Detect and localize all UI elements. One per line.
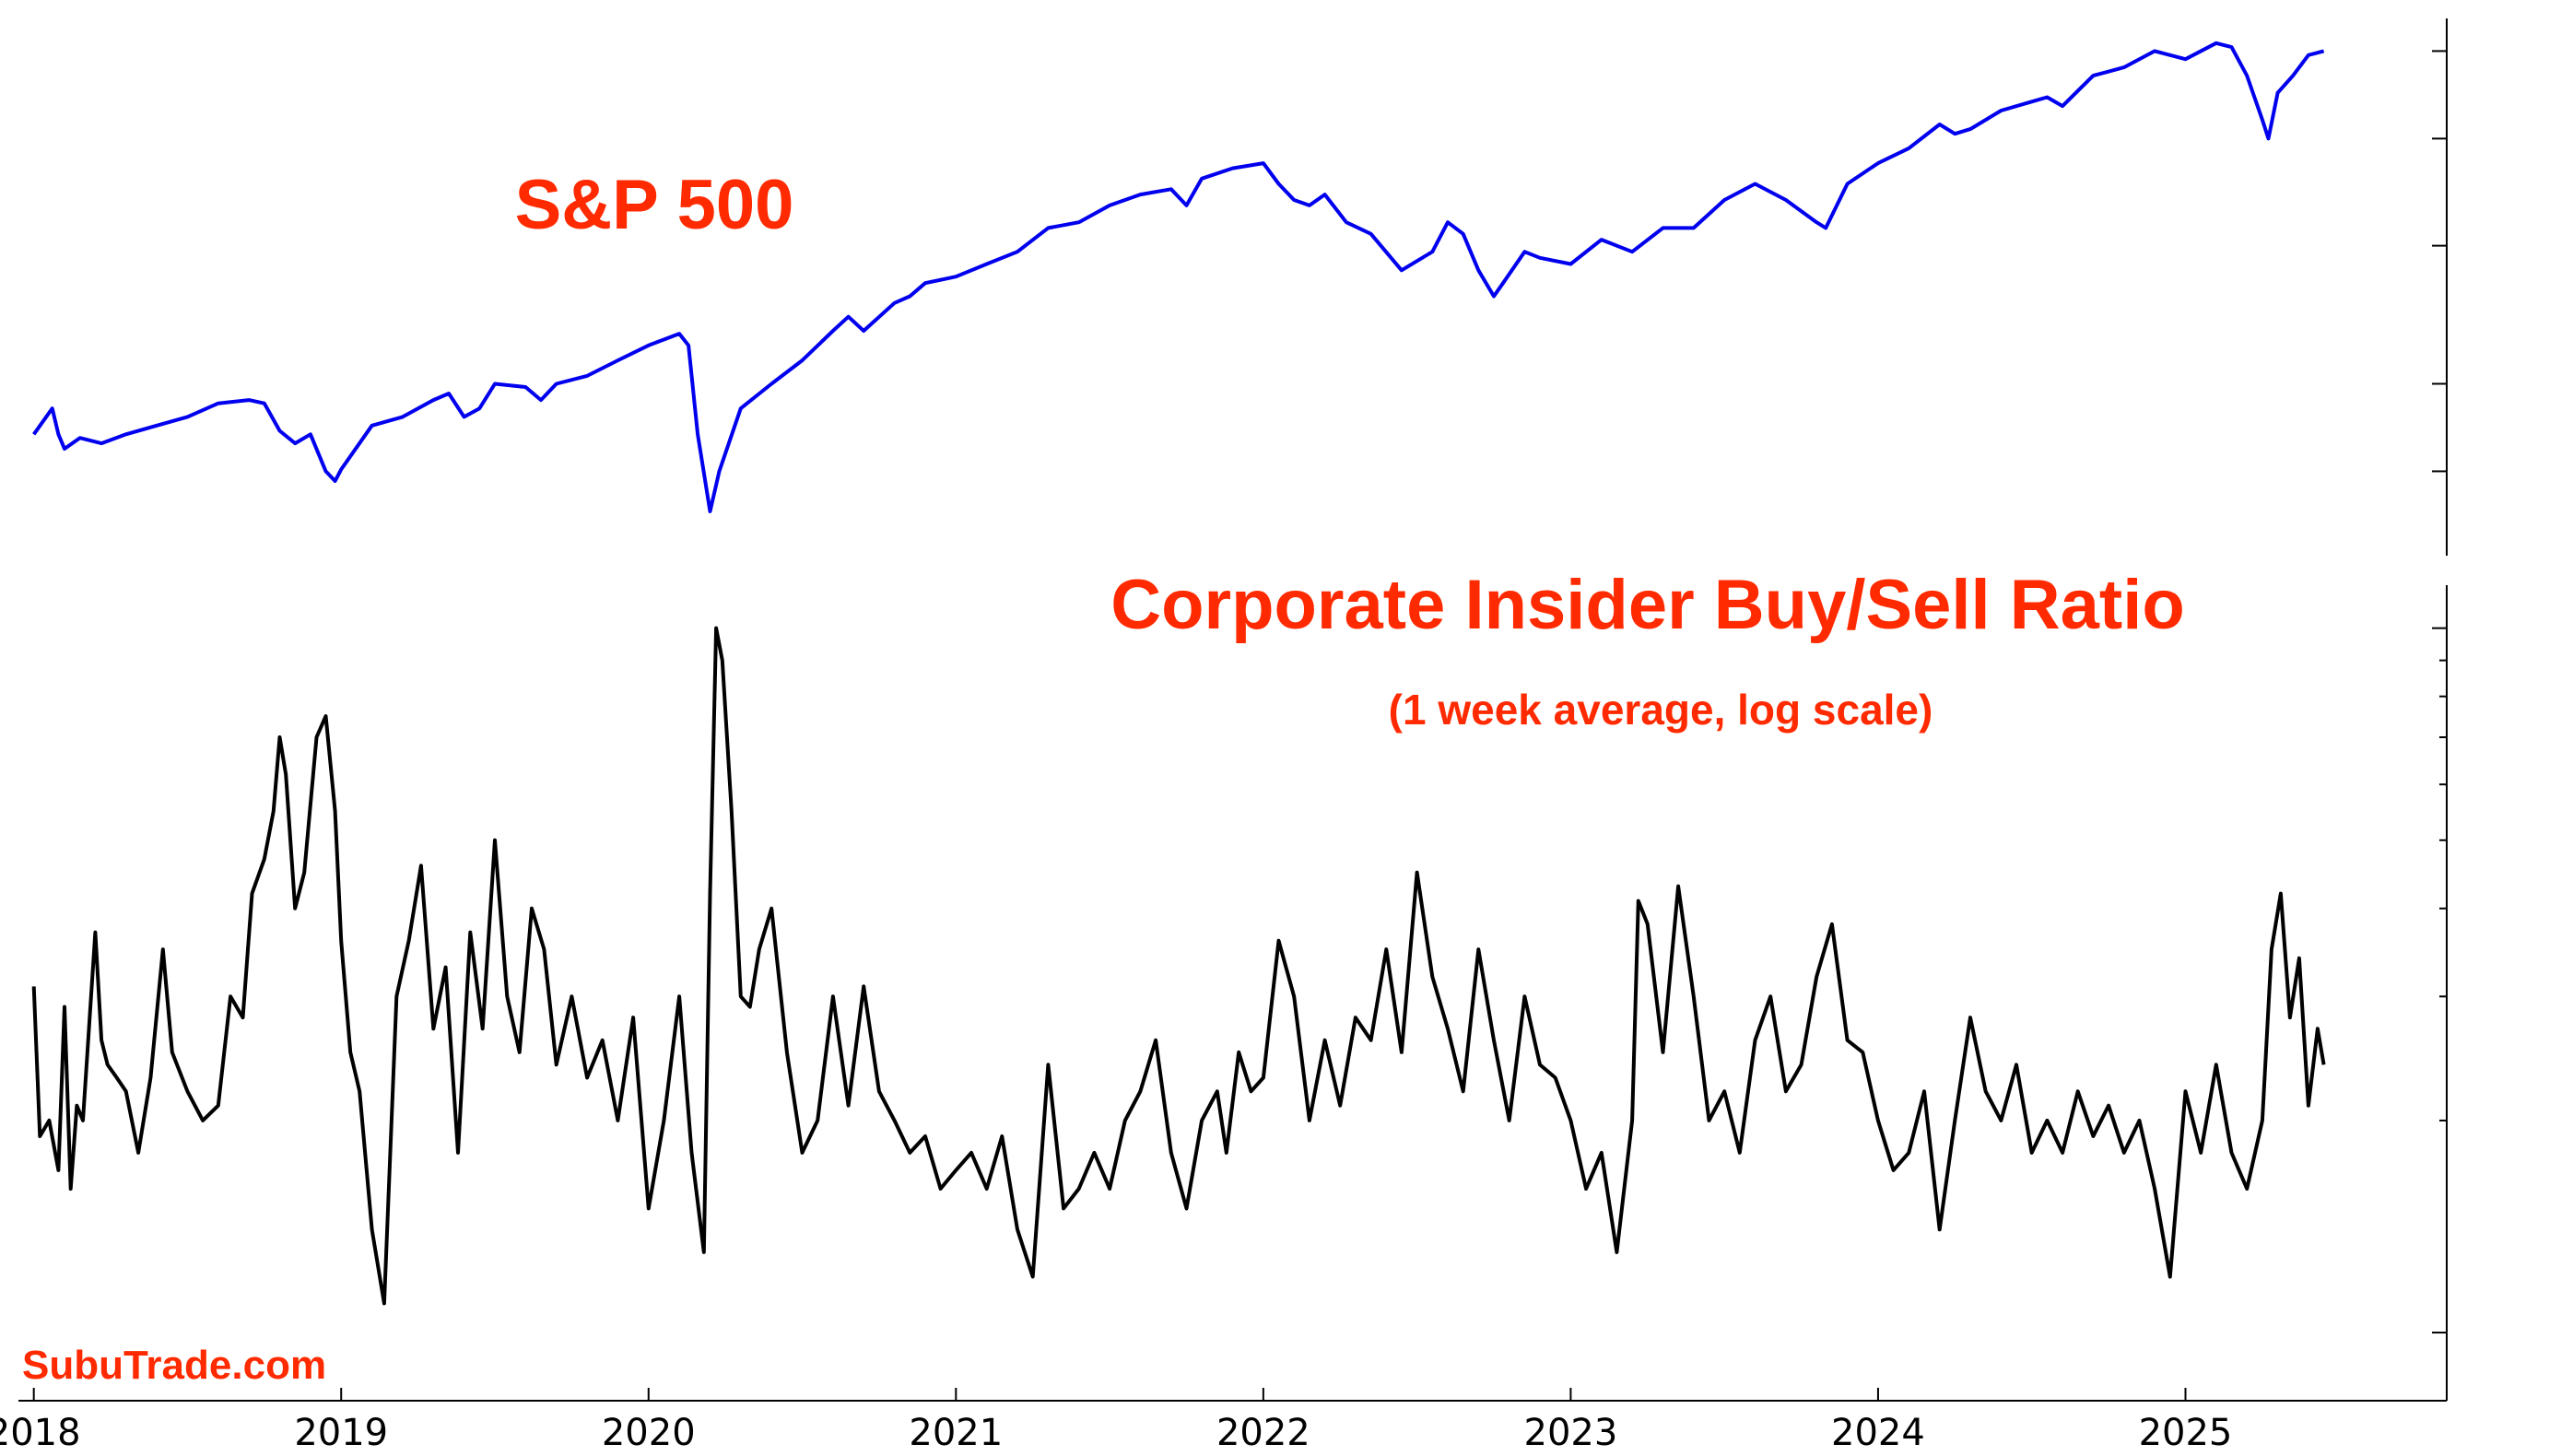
- watermark: SubuTrade.com: [22, 1343, 326, 1388]
- x-tick-label: 2019: [294, 1412, 388, 1454]
- x-tick-label: 2020: [602, 1412, 696, 1454]
- x-tick-label: 2023: [1524, 1412, 1618, 1454]
- sp500-y-ticks: [2432, 50, 2447, 473]
- x-tick-label: 2024: [1831, 1412, 1925, 1454]
- x-tick-label: 2021: [909, 1412, 1003, 1454]
- x-tick-label: 2018: [0, 1412, 81, 1454]
- ratio-y-ticks: [2432, 627, 2447, 1334]
- sp500-series-line: [32, 41, 2325, 513]
- insider-ratio-series-line: [31, 626, 2326, 1306]
- x-tick-label: 2025: [2139, 1412, 2233, 1454]
- ratio-title: Corporate Insider Buy/Sell Ratio: [1110, 566, 2185, 644]
- ratio-subtitle: (1 week average, log scale): [1389, 686, 1933, 734]
- x-axis-ticks: 2018 2019 2020 2021 2022 2023 2024 2025: [0, 1388, 2232, 1454]
- sp500-title: S&P 500: [515, 166, 794, 244]
- x-tick-label: 2022: [1216, 1412, 1310, 1454]
